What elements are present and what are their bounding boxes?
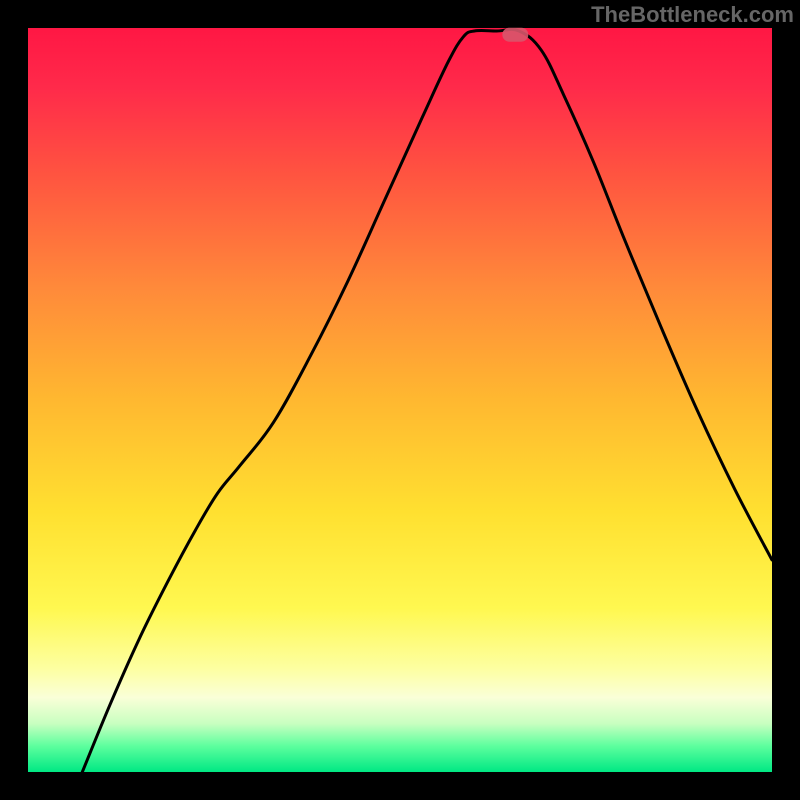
watermark-text: TheBottleneck.com xyxy=(591,2,794,28)
plot-background xyxy=(28,28,772,772)
bottleneck-chart: TheBottleneck.com xyxy=(0,0,800,800)
chart-svg xyxy=(0,0,800,800)
optimal-point-marker xyxy=(502,28,528,42)
